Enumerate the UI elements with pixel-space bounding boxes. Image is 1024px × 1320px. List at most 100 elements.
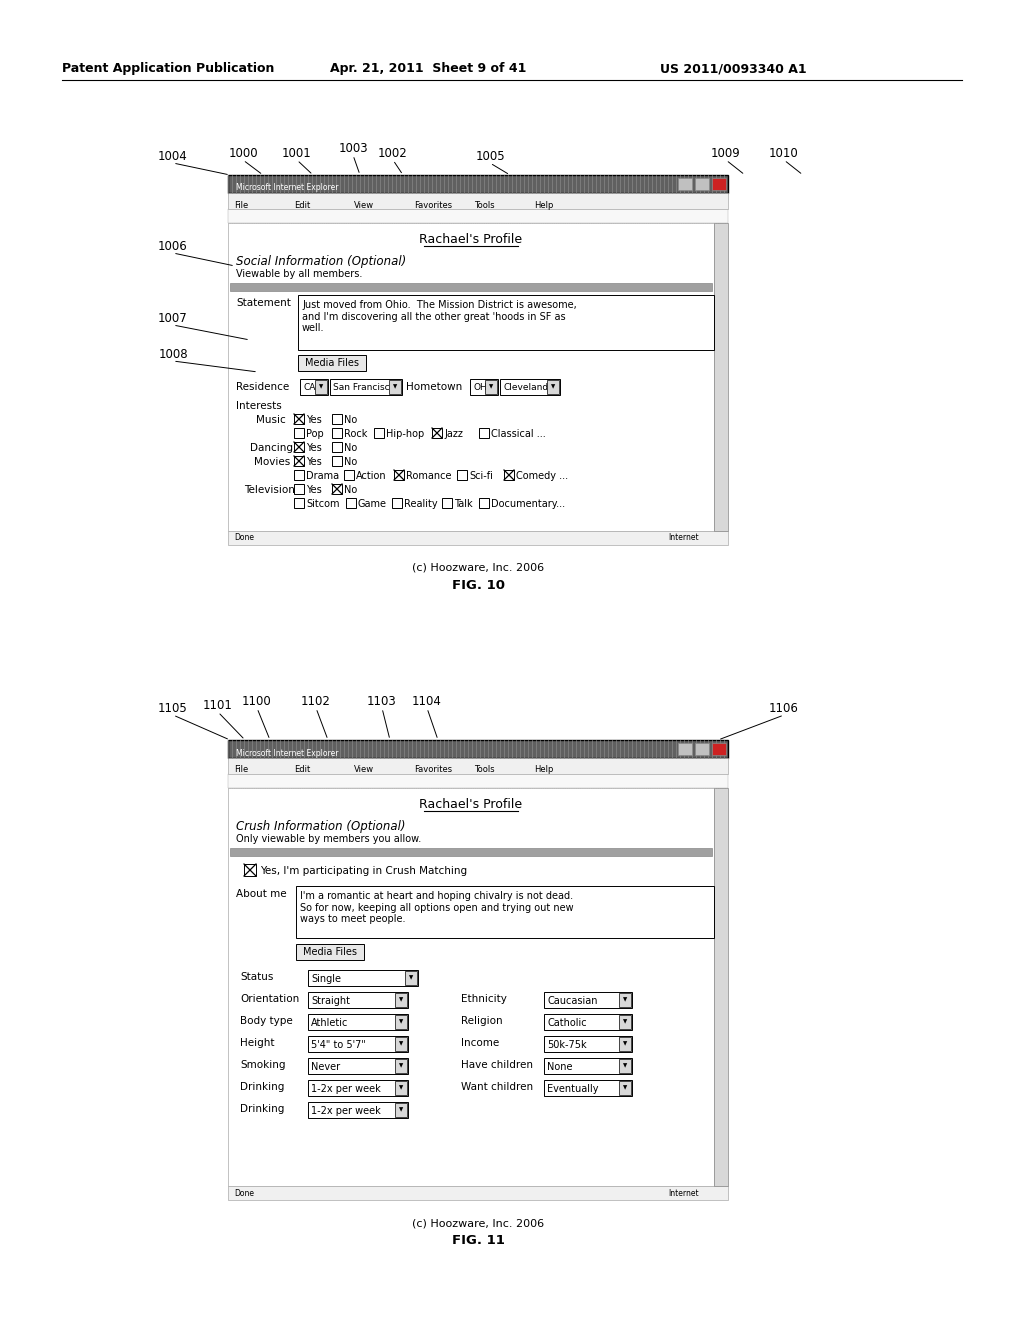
Text: Have children: Have children [461,1060,534,1071]
Text: 1008: 1008 [158,348,187,360]
Text: Romance: Romance [406,471,452,480]
Text: Viewable by all members.: Viewable by all members. [236,269,362,279]
Text: Patent Application Publication: Patent Application Publication [62,62,274,75]
Bar [395,1038,407,1051]
Text: 1104: 1104 [412,696,442,708]
Text: Drinking: Drinking [240,1104,285,1114]
Bar [395,993,407,1007]
Text: Cleveland: Cleveland [503,383,548,392]
Text: ▼: ▼ [393,384,397,389]
Text: Reality: Reality [404,499,437,510]
Text: Media Files: Media Files [303,946,357,957]
Text: Internet: Internet [668,533,698,543]
Bar [395,1104,407,1117]
Bar [308,1080,408,1096]
Text: FIG. 10: FIG. 10 [452,579,505,591]
Text: 1-2x per week: 1-2x per week [311,1084,381,1093]
Text: Rachael's Profile: Rachael's Profile [420,799,522,810]
Bar [394,470,404,480]
Bar [296,944,364,960]
Text: Talk: Talk [454,499,473,510]
Text: Orientation: Orientation [240,994,299,1005]
Bar [678,743,692,755]
Text: ▼: ▼ [624,1019,628,1024]
Text: Edit: Edit [294,201,310,210]
Text: Classical ...: Classical ... [490,429,546,440]
Text: Action: Action [356,471,387,480]
Text: Tools: Tools [474,766,495,775]
Bar [315,380,327,393]
Bar [308,1102,408,1118]
Bar [714,223,728,531]
Bar [294,428,304,438]
Text: Ethnicity: Ethnicity [461,994,507,1005]
Bar [618,1015,631,1030]
Text: Movies: Movies [254,457,290,467]
Text: OH: OH [473,383,486,392]
Text: None: None [547,1061,572,1072]
Text: 1000: 1000 [228,147,258,160]
Text: Dancing: Dancing [250,444,293,453]
Bar [485,380,497,393]
Text: Want children: Want children [461,1082,534,1092]
Text: Internet: Internet [668,1188,698,1197]
Text: Help: Help [534,766,553,775]
Bar [228,741,728,758]
Text: Edit: Edit [294,766,310,775]
Text: Favorites: Favorites [414,201,453,210]
Bar [228,531,728,545]
Text: Yes: Yes [306,457,322,467]
Text: FIG. 11: FIG. 11 [452,1234,505,1247]
Text: ▼: ▼ [399,1085,403,1090]
Bar [228,193,728,209]
Text: Social Information (Optional): Social Information (Optional) [236,255,407,268]
Text: Apr. 21, 2011  Sheet 9 of 41: Apr. 21, 2011 Sheet 9 of 41 [330,62,526,75]
Bar [228,209,728,223]
Text: File: File [234,201,248,210]
Text: CA: CA [303,383,315,392]
Text: Yes, I'm participating in Crush Matching: Yes, I'm participating in Crush Matching [260,866,467,876]
Bar [298,355,366,371]
Text: Athletic: Athletic [311,1018,348,1027]
Text: 1005: 1005 [475,150,505,162]
Bar [308,993,408,1008]
Text: File: File [234,766,248,775]
Text: 1100: 1100 [242,696,272,708]
Text: I'm a romantic at heart and hoping chivalry is not dead.
So for now, keeping all: I'm a romantic at heart and hoping chiva… [300,891,573,924]
Bar [294,442,304,451]
Bar [294,470,304,480]
Text: Sci-fi: Sci-fi [469,471,493,480]
Text: Income: Income [461,1038,500,1048]
Bar [300,379,328,395]
Text: Favorites: Favorites [414,766,453,775]
Bar [695,743,709,755]
Text: ▼: ▼ [624,1041,628,1047]
Text: Eventually: Eventually [547,1084,598,1093]
Text: No: No [344,457,357,467]
Bar [544,1059,632,1074]
Bar [547,380,559,393]
Text: Jazz: Jazz [444,429,463,440]
Bar [346,498,356,508]
Text: ▼: ▼ [399,998,403,1002]
Text: Crush Information (Optional): Crush Information (Optional) [236,820,406,833]
Bar [504,470,514,480]
Text: Sitcom: Sitcom [306,499,340,510]
Text: 1003: 1003 [338,143,368,154]
Bar [500,379,560,395]
Bar [442,498,452,508]
Bar [294,414,304,424]
Text: ▼: ▼ [399,1064,403,1068]
Text: 1001: 1001 [283,147,312,160]
Text: (c) Hoozware, Inc. 2006: (c) Hoozware, Inc. 2006 [412,1218,544,1228]
Text: Television: Television [244,484,295,495]
Text: ▼: ▼ [399,1107,403,1113]
Text: ▼: ▼ [399,1019,403,1024]
Text: Never: Never [311,1061,340,1072]
Text: 1006: 1006 [158,240,187,253]
Text: Single: Single [311,974,341,983]
Text: Straight: Straight [311,995,350,1006]
Bar [230,847,712,855]
Bar [344,470,354,480]
Bar [544,1080,632,1096]
